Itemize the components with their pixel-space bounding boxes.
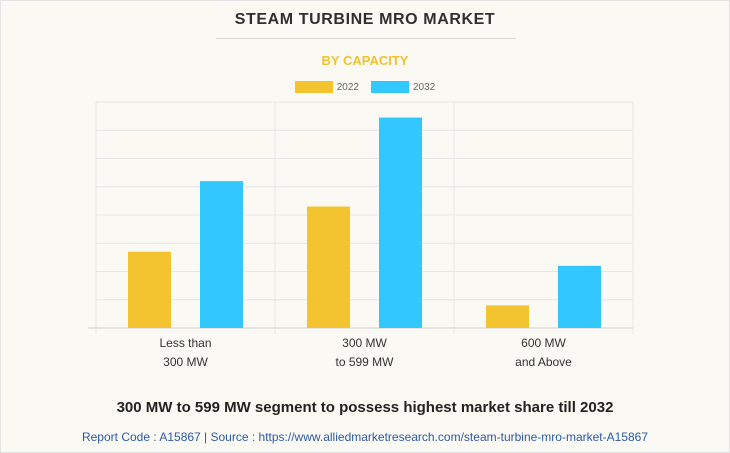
legend-label-2032: 2032 <box>413 81 436 93</box>
x-tick-label: and Above <box>515 355 572 369</box>
chart-subtitle: BY CAPACITY <box>321 53 409 68</box>
title-divider <box>216 38 516 39</box>
chart-title: STEAM TURBINE MRO MARKET <box>234 11 496 28</box>
report-source-footer[interactable]: Report Code : A15867 | Source : https://… <box>81 430 649 444</box>
chart-headline: 300 MW to 599 MW segment to possess high… <box>116 399 614 416</box>
x-tick-label: to 599 MW <box>335 355 394 369</box>
x-tick-label: 600 MW <box>521 336 566 350</box>
bar-chart: Less than 300 MW 300 MW to 599 MW 600 MW and … <box>88 101 634 369</box>
legend-label-2022: 2022 <box>336 81 359 93</box>
legend-swatch-2022 <box>294 81 333 93</box>
bar-2032-2 <box>558 265 601 328</box>
legend-swatch-2032 <box>371 81 409 93</box>
bar-2022-0 <box>128 251 171 328</box>
bar-2022-2 <box>486 305 529 328</box>
legend-item-2032: 2032 <box>371 81 435 93</box>
chart-legend: 2022 2032 <box>1 81 729 93</box>
legend-item-2022: 2022 <box>294 81 359 93</box>
bar-2032-1 <box>379 117 422 328</box>
bar-2032-0 <box>200 181 243 328</box>
x-tick-label: 300 MW <box>163 355 208 369</box>
bar-2022-1 <box>307 206 350 328</box>
x-tick-label: 300 MW <box>342 336 387 350</box>
x-tick-label: Less than <box>159 336 211 350</box>
